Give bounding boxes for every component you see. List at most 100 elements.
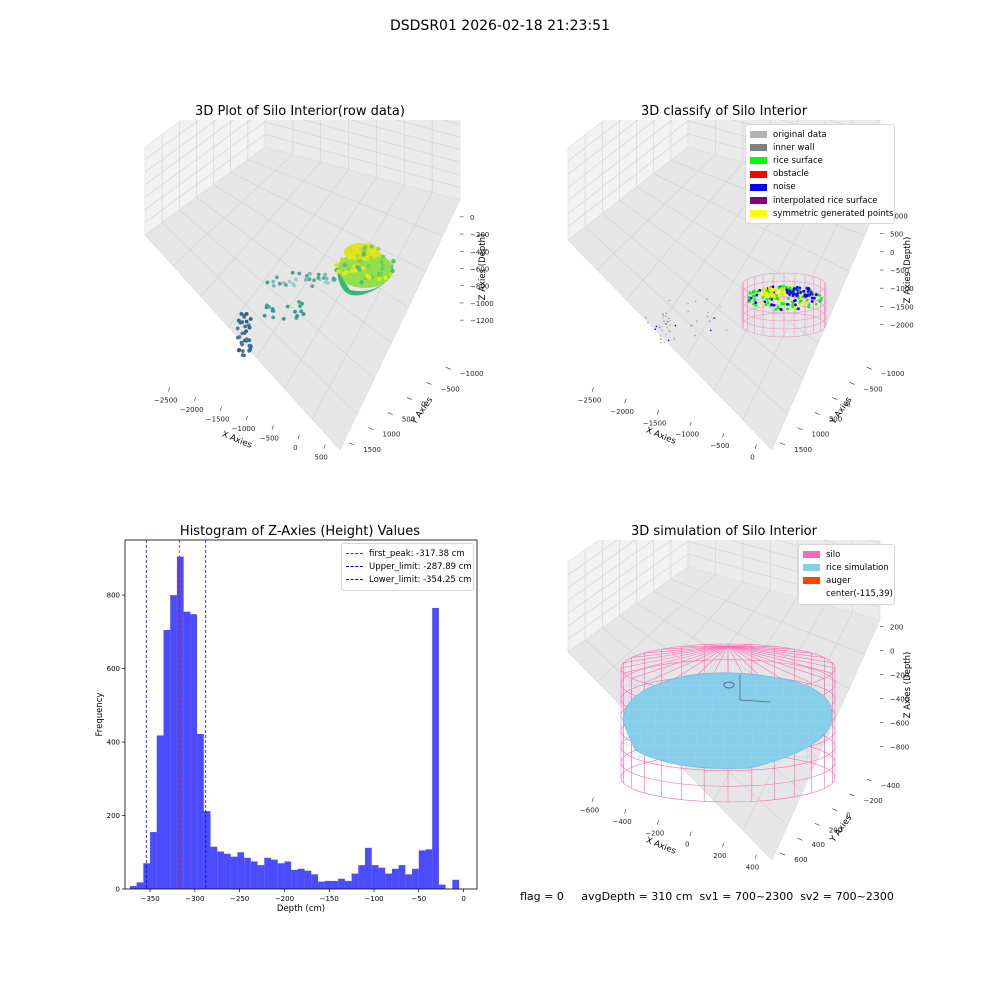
classify-scatter-noise-point [706,315,709,318]
classify-rice-points-point [798,288,802,292]
classify-symmetric-points-point [773,295,777,299]
raw-mid-points-point [271,308,276,313]
classify-rice-points-point [799,296,803,299]
classify-rice-points-point [776,306,780,310]
raw-surface-points-point [352,268,358,273]
classify-z-tick-label: −500 [890,267,909,275]
raw-surface-points-point [342,263,348,268]
classify-wall-points-point [666,326,669,329]
raw-surface-points-point [368,255,374,261]
classify-symmetric-points-point [768,287,771,291]
classify-symmetric-points-point [778,291,782,295]
raw-surface-points-point [370,268,376,274]
raw-ring-points-point [277,281,282,286]
classify-noise-cluster-point [802,289,806,293]
classify-legend: original data inner wall rice surface obsta… [745,124,895,225]
histogram-bar [176,556,184,889]
raw-z-ticks: 0 −200 −400 −600 −800 −1000 −1200 [460,214,494,325]
histogram-bar [257,865,265,889]
histogram-bar [297,868,305,889]
histogram-y-axis-label: Frequency [95,693,105,737]
raw-ring-points-point [297,271,302,276]
sim-rice-body [622,672,833,769]
raw-surface-points-point [387,261,392,267]
raw-surface-points-point [376,246,381,252]
raw-wall-points-point [240,342,245,347]
gridline [567,540,636,588]
gridline [670,578,865,655]
classify-scatter-noise-point [706,298,709,301]
histogram-bar [405,874,413,889]
raw-surface-points-point [361,266,366,271]
histogram-y-tick-label: 0 [116,886,120,894]
raw-surface-points-point [365,251,370,256]
classify-wall-points-point [665,312,668,314]
sim-mesh-line [736,679,743,766]
histogram-bar [237,852,245,889]
classify-symmetric-points-point [762,291,766,295]
classify-z-axis-label: Z Axies (Depth) [903,237,913,304]
histogram-bar [291,869,298,889]
sim-silo-roof-rib [727,645,833,663]
raw-y-tick-label: −1000 [460,370,484,378]
classify-rice-points-point [766,301,770,304]
classify-z-tick-label: 500 [890,231,903,239]
histogram-bar [150,832,157,889]
classify-rice-points-point [807,305,811,309]
classify-noise-cluster-point [805,294,809,298]
classify-x-tick-mark [754,444,757,449]
sim-silo-roof-rib [661,645,729,650]
raw-surface-points-point [379,259,384,265]
sim-x-tick-mark [624,808,627,814]
classify-wall-points-point [660,342,662,344]
classify-scatter-noise-point [661,329,664,332]
sim-mesh-line [624,679,631,766]
histogram-bar [338,878,345,889]
classify-scatter-noise-point [689,325,692,327]
classify-noise-cluster-point [808,293,812,296]
raw-y-tick-mark [368,427,374,431]
classify-y-tick-mark [814,412,820,415]
raw-wall-points-point [244,319,249,324]
raw-z-tick-label: −400 [470,248,489,256]
raw-ring-points-point [287,279,292,284]
classify-x-tick-label: −1500 [643,419,667,427]
gridline [584,226,788,415]
sim-silo-roof-rib [727,645,812,684]
sim-x-tick-mark [754,854,757,859]
sim-mesh-line [722,679,729,766]
histogram-x-tick-label: −150 [320,895,339,903]
classify-y-tick-label: 1000 [812,431,830,439]
classify-rice-points-point [747,300,751,304]
histogram-bar [391,868,399,889]
sim-x-axis-label: X Axies [644,836,677,857]
raw-wall-points-point [247,343,252,348]
gridline [395,120,461,138]
classify-scatter-noise-point [667,339,670,342]
raw-ring-points-point [321,276,326,280]
classify-rice-points-point [756,290,760,293]
classify-rice-points-point [761,301,765,305]
classify-symmetric-points [760,286,787,299]
classify-scatter-noise-point [694,334,696,337]
legend-label: rice simulation [826,562,889,573]
raw-y-tick-label: 0 [421,400,425,408]
histogram-bar [371,865,379,889]
classify-scatter-noise-point [694,300,697,303]
histogram-y-ticks: 0 200 400 600 800 [107,592,125,894]
raw-mid-points-point [281,316,286,321]
sim-x-tick-label: −200 [645,829,664,837]
gridline [567,120,656,188]
sim-silo-roof-rib [623,645,729,663]
histogram-bars [129,556,460,889]
histogram-bar [277,863,285,889]
raw-mid-points-point [298,304,302,309]
classify-scatter-noise-point [696,320,698,322]
histogram-bar [344,880,352,889]
gridline [567,553,689,640]
classify-x-tick-label: −2000 [610,408,634,416]
gridline [144,121,266,211]
classify-x-tick-mark [657,410,659,415]
sim-silo-roof-rib [623,645,729,674]
raw-wall-points-point [243,324,248,329]
